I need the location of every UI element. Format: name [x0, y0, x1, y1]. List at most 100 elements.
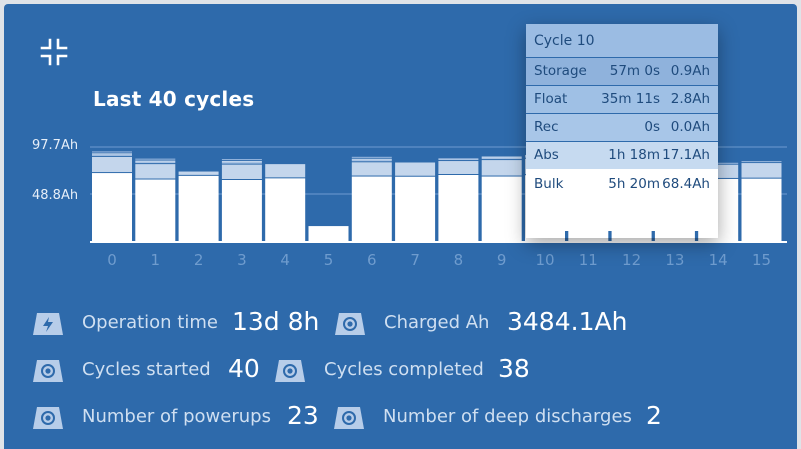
chart-title: Last 40 cycles: [93, 87, 255, 111]
x-axis-labels: 0 1 2 3 4 5 6 7 8 9 10 11 12 13 14 15: [4, 251, 797, 273]
x-tick-label: 14: [708, 251, 728, 269]
tooltip-row-ah: 0.9Ah: [670, 63, 710, 79]
tooltip-row-float: Float 35m 11s 2.8Ah: [526, 85, 718, 113]
stat-label: Operation time: [82, 312, 218, 333]
tooltip-row-duration: 5h 20m: [608, 176, 660, 192]
bar-segment[interactable]: [481, 157, 522, 160]
x-tick-label: 13: [665, 251, 685, 269]
x-tick-label: 12: [622, 251, 642, 269]
bar-segment[interactable]: [698, 162, 739, 164]
bar-segment[interactable]: [265, 178, 306, 241]
target-circle-icon: [33, 360, 63, 382]
stat-value: 40: [228, 354, 260, 383]
x-tick-label: 2: [193, 251, 204, 269]
y-tick-label-mid: 48.8Ah: [32, 188, 79, 203]
bar-segment[interactable]: [92, 151, 132, 153]
stat-deep-discharges: Number of deep discharges 2: [333, 401, 673, 435]
target-circle-icon: [275, 360, 305, 382]
bar-segment[interactable]: [178, 175, 219, 241]
bar-segment[interactable]: [395, 162, 436, 176]
target-circle-icon: [335, 313, 365, 335]
bar-segment[interactable]: [135, 160, 176, 162]
bar-segment[interactable]: [481, 160, 522, 176]
stat-cycles-started: Cycles started 40: [32, 354, 292, 388]
target-circle-icon: [334, 407, 364, 429]
bar-segment[interactable]: [92, 156, 132, 173]
stat-label: Charged Ah: [384, 312, 490, 333]
tooltip-row-label: Rec: [534, 119, 559, 135]
tooltip-row-duration: 57m 0s: [609, 63, 660, 79]
x-tick-label: 1: [150, 251, 161, 269]
bar-segment[interactable]: [741, 178, 782, 241]
bar-segment[interactable]: [221, 161, 262, 164]
tooltip-row-ah: 17.1Ah: [662, 147, 710, 163]
tooltip-row-abs: Abs 1h 18m 17.1Ah: [526, 141, 718, 169]
stat-label: Number of deep discharges: [383, 406, 632, 427]
bar-segment[interactable]: [351, 158, 392, 160]
stat-value: 2: [646, 401, 662, 430]
bar-segment[interactable]: [438, 158, 479, 161]
bar-segment[interactable]: [92, 153, 132, 155]
bar-segment[interactable]: [221, 161, 262, 163]
stat-operation-time: Operation time 13d 8h: [32, 307, 332, 341]
bar-segment[interactable]: [481, 176, 522, 241]
bar-segment[interactable]: [741, 161, 782, 163]
bar-segment[interactable]: [135, 161, 176, 164]
bar-segment[interactable]: [395, 176, 436, 241]
tooltip-row-ah: 2.8Ah: [670, 91, 710, 107]
stat-charged-ah: Charged Ah 3484.1Ah: [334, 307, 654, 341]
bar-segment[interactable]: [351, 176, 392, 241]
y-tick-label-top: 97.7Ah: [32, 138, 79, 153]
bar-segment[interactable]: [221, 180, 262, 241]
stat-label: Cycles started: [82, 359, 211, 380]
bar-segment[interactable]: [178, 171, 219, 175]
x-tick-label: 8: [453, 251, 464, 269]
tooltip-row-label: Bulk: [534, 176, 564, 192]
x-tick-label: 7: [410, 251, 420, 269]
x-tick-label: 0: [107, 251, 117, 269]
stat-label: Cycles completed: [324, 359, 484, 380]
tooltip-row-label: Abs: [534, 147, 559, 163]
bar-segment[interactable]: [92, 154, 132, 156]
bar-segment[interactable]: [741, 163, 782, 178]
x-tick-label: 4: [280, 251, 290, 269]
x-tick-label: 9: [496, 251, 507, 269]
stat-label: Number of powerups: [82, 406, 271, 427]
bar-segment[interactable]: [135, 158, 176, 160]
tooltip-row-duration: 0s: [644, 119, 660, 135]
bar-segment[interactable]: [92, 173, 132, 241]
tooltip-row-duration: 1h 18m: [608, 147, 660, 163]
tooltip-header: Cycle 10: [526, 24, 718, 57]
stat-value: 23: [287, 401, 319, 430]
bar-segment[interactable]: [351, 156, 392, 158]
tooltip-row-duration: 35m 11s: [601, 91, 660, 107]
bar-segment[interactable]: [351, 159, 392, 162]
bar-segment[interactable]: [308, 226, 349, 241]
tooltip-row-label: Storage: [534, 63, 587, 79]
stat-value: 3484.1Ah: [507, 307, 628, 336]
bar-segment[interactable]: [265, 164, 306, 178]
x-tick-label: 5: [323, 251, 334, 269]
bar-segment[interactable]: [135, 179, 176, 241]
collapse-arrows-icon[interactable]: [40, 38, 68, 66]
bar-segment[interactable]: [221, 159, 262, 161]
bar-segment[interactable]: [481, 156, 522, 158]
bar-segment[interactable]: [221, 164, 262, 180]
bar-segment[interactable]: [135, 164, 176, 179]
x-tick-label: 10: [535, 251, 555, 269]
cycle-tooltip: Cycle 10 Storage 57m 0s 0.9Ah Float 35m …: [526, 24, 718, 238]
x-tick-label: 6: [367, 251, 377, 269]
tooltip-row-label: Float: [534, 91, 568, 107]
tooltip-row-rec: Rec 0s 0.0Ah: [526, 113, 718, 141]
stat-value: 13d 8h: [232, 307, 320, 336]
target-circle-icon: [33, 407, 63, 429]
bar-segment[interactable]: [351, 162, 392, 176]
bar-segment[interactable]: [438, 161, 479, 174]
tooltip-row-ah: 0.0Ah: [670, 119, 710, 135]
x-tick-label: 15: [751, 251, 772, 269]
stat-value: 38: [498, 354, 530, 383]
tooltip-row-ah: 68.4Ah: [662, 176, 710, 192]
bar-segment[interactable]: [438, 174, 479, 241]
x-tick-label: 11: [578, 251, 598, 269]
